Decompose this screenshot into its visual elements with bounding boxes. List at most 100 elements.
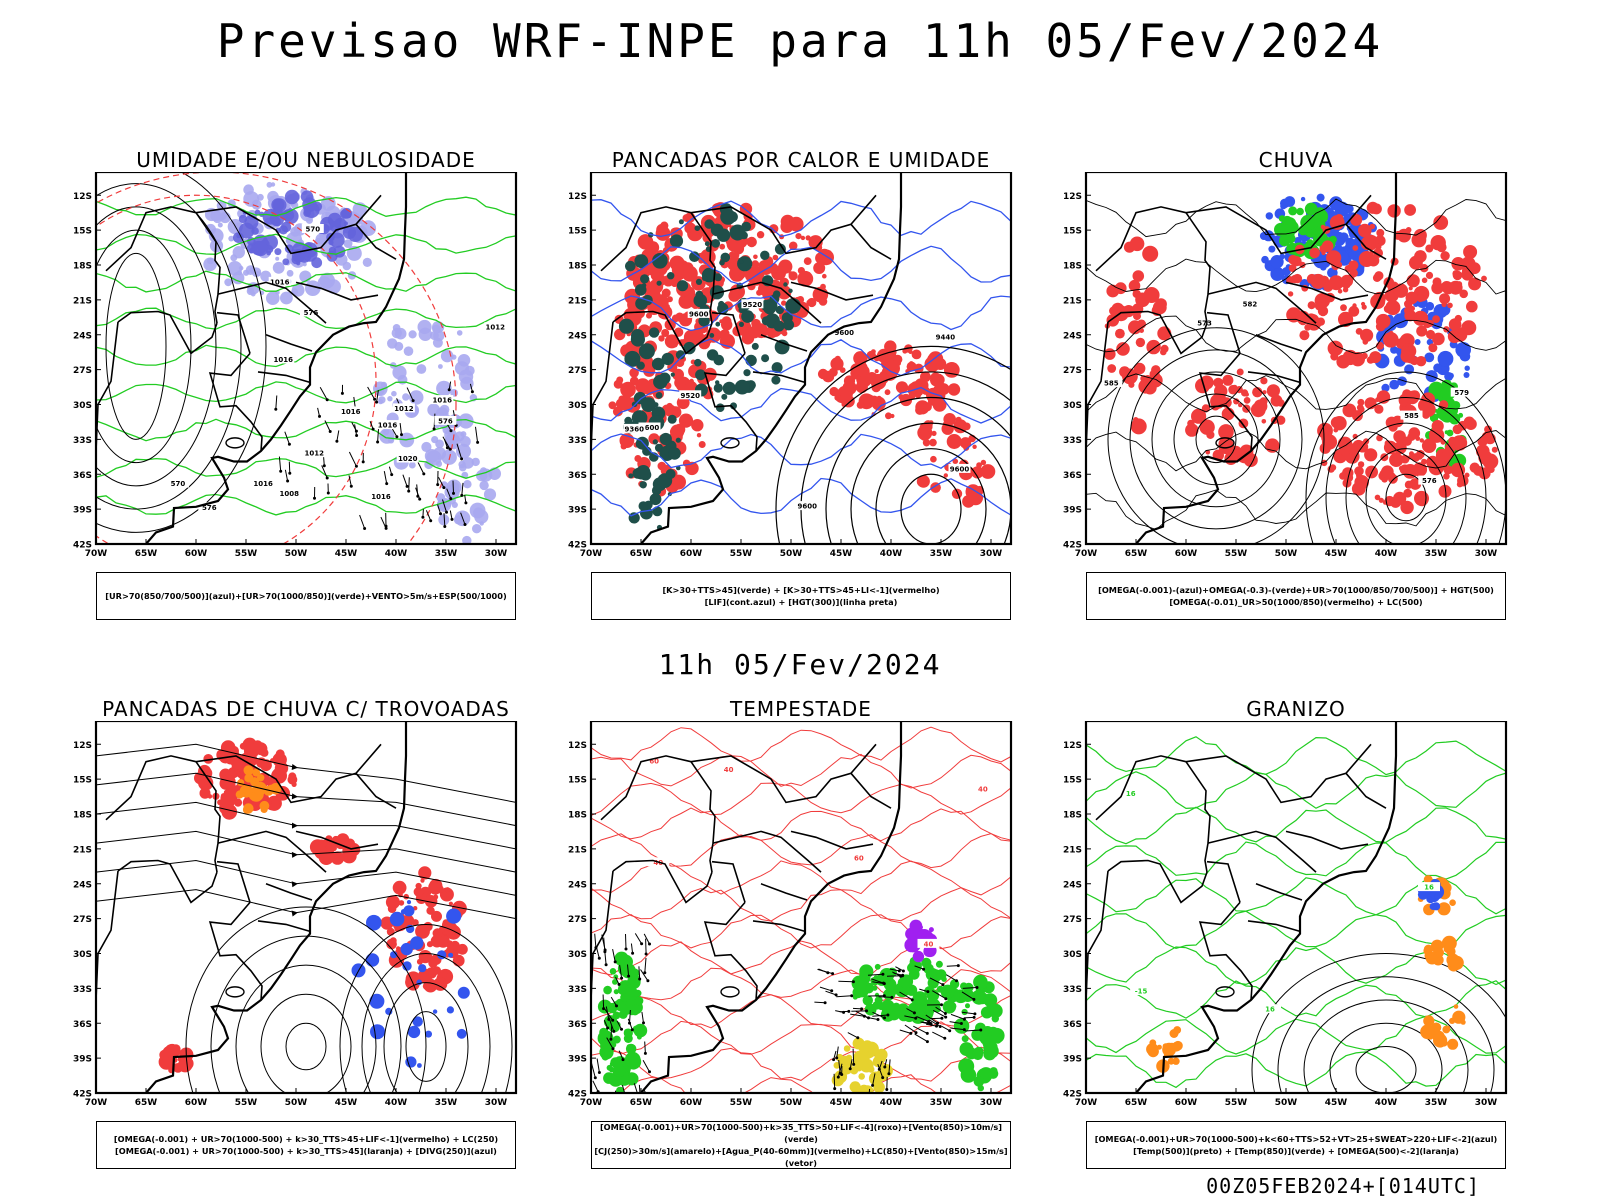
contour-label-bg bbox=[741, 299, 764, 309]
wind-vector bbox=[348, 475, 352, 487]
height-contour bbox=[825, 396, 1011, 544]
divergence-blue bbox=[400, 942, 413, 956]
border-line bbox=[1247, 920, 1301, 933]
legend-line: [UR>70(850/700/500)](azul)+[UR>70(1000/8… bbox=[105, 591, 507, 601]
wind-green bbox=[634, 996, 644, 1006]
streamline-contour bbox=[185, 906, 427, 1093]
wind-vector bbox=[592, 1080, 599, 1092]
wind-vector-head bbox=[936, 1021, 940, 1025]
wind-green bbox=[881, 999, 895, 1014]
rain-red bbox=[1431, 281, 1444, 295]
wind-vector bbox=[852, 1048, 855, 1065]
rain-red bbox=[1135, 337, 1146, 348]
rain-red bbox=[1397, 228, 1411, 243]
rain-red bbox=[1439, 293, 1451, 305]
convection-red bbox=[884, 360, 900, 376]
instability-teal bbox=[631, 410, 648, 426]
convection-red bbox=[843, 375, 856, 387]
lon-tick-label: 50W bbox=[1275, 1098, 1298, 1108]
storm-red bbox=[448, 901, 453, 906]
humidity-blue-dark bbox=[342, 225, 356, 239]
omega-blue bbox=[1463, 372, 1470, 378]
contour-label-bg bbox=[198, 502, 221, 512]
instability-teal bbox=[653, 374, 668, 390]
wind-vector bbox=[836, 1046, 839, 1058]
border-line bbox=[591, 321, 614, 452]
wind-vector bbox=[867, 973, 883, 976]
temperature-850-contour bbox=[1086, 736, 1506, 776]
rain-red bbox=[1133, 362, 1146, 375]
wind-green bbox=[632, 1025, 641, 1034]
storm-red bbox=[220, 794, 235, 809]
wind-vector-head bbox=[910, 998, 914, 1002]
convection-red bbox=[808, 235, 823, 250]
border-line bbox=[1198, 901, 1253, 1001]
wind-green bbox=[624, 1051, 641, 1068]
convection-red bbox=[916, 354, 921, 359]
lagoon-outline bbox=[720, 986, 740, 998]
contour-label-bg bbox=[1193, 318, 1216, 328]
wind-vector-head bbox=[464, 501, 468, 505]
convection-red bbox=[856, 401, 865, 409]
wind-green bbox=[625, 1072, 639, 1086]
instability-teal bbox=[729, 224, 746, 241]
border-line bbox=[1198, 352, 1253, 452]
lon-tick-label: 70W bbox=[580, 1098, 603, 1108]
wind-vector-head bbox=[631, 951, 635, 955]
humidity-green-contour bbox=[96, 196, 516, 217]
lat-tick-label: 42S bbox=[1063, 1090, 1082, 1100]
wind-vector-head bbox=[418, 497, 422, 501]
wind-vector-head bbox=[979, 1028, 983, 1032]
rain-red bbox=[1409, 255, 1423, 270]
wind-vector bbox=[425, 510, 432, 521]
wind-vector bbox=[377, 427, 380, 443]
rain-red bbox=[1340, 274, 1354, 288]
convection-red bbox=[820, 283, 826, 290]
wind-green bbox=[958, 1058, 975, 1075]
lat-tick-label: 18S bbox=[73, 262, 92, 272]
border-line bbox=[355, 772, 397, 809]
lat-tick-label: 39S bbox=[568, 1055, 587, 1065]
instability-teal bbox=[771, 362, 783, 374]
rain-red bbox=[1393, 430, 1406, 443]
convection-red bbox=[661, 329, 670, 337]
rain-red bbox=[1405, 342, 1410, 348]
border-line bbox=[712, 830, 822, 873]
convection-red bbox=[929, 438, 937, 447]
rain-red bbox=[1352, 245, 1359, 251]
wind-vector bbox=[348, 451, 357, 467]
contour-label-bg bbox=[1418, 475, 1441, 485]
lat-tick-label: 36S bbox=[568, 1020, 587, 1030]
wind-vector bbox=[321, 465, 328, 479]
temperature-500-contour bbox=[1303, 999, 1469, 1093]
lon-tick-label: 30W bbox=[1475, 549, 1498, 559]
humidity-blue-dark bbox=[266, 250, 271, 256]
border-line bbox=[1095, 755, 1187, 821]
map-layer: 585 582 585 573 579 576 bbox=[1086, 172, 1506, 544]
rain-red bbox=[1401, 343, 1417, 359]
wind-vector bbox=[914, 1033, 928, 1043]
wind-vector-head bbox=[886, 1013, 890, 1017]
map-granizo: 16 16 16 -15 12S 15S 18S 21S 24S 27S 30S 33S 36S 39S 4… bbox=[1063, 721, 1508, 1108]
omega-orange bbox=[1445, 1025, 1451, 1030]
convection-red bbox=[874, 369, 879, 374]
contour-label-bg bbox=[1259, 1004, 1281, 1014]
rain-red bbox=[1416, 325, 1428, 337]
wind-vector-head bbox=[887, 1072, 891, 1076]
wind-vector bbox=[629, 1009, 631, 1024]
storm-red bbox=[223, 789, 229, 795]
humidity-blue-light bbox=[205, 223, 217, 235]
wind-vector bbox=[926, 1023, 937, 1027]
wind-green bbox=[961, 1008, 968, 1016]
wind-vector bbox=[946, 974, 957, 982]
wind-vector bbox=[475, 426, 479, 443]
border-line bbox=[790, 281, 874, 301]
convection-red bbox=[863, 394, 876, 408]
contour-label-bg bbox=[1238, 299, 1261, 309]
convection-red bbox=[898, 394, 905, 400]
wind-vector-head bbox=[609, 1037, 613, 1041]
wind-vector-head bbox=[882, 982, 886, 986]
rain-red bbox=[1152, 300, 1167, 315]
contour-label: 1020 bbox=[398, 455, 418, 463]
wind-vector bbox=[825, 990, 837, 996]
